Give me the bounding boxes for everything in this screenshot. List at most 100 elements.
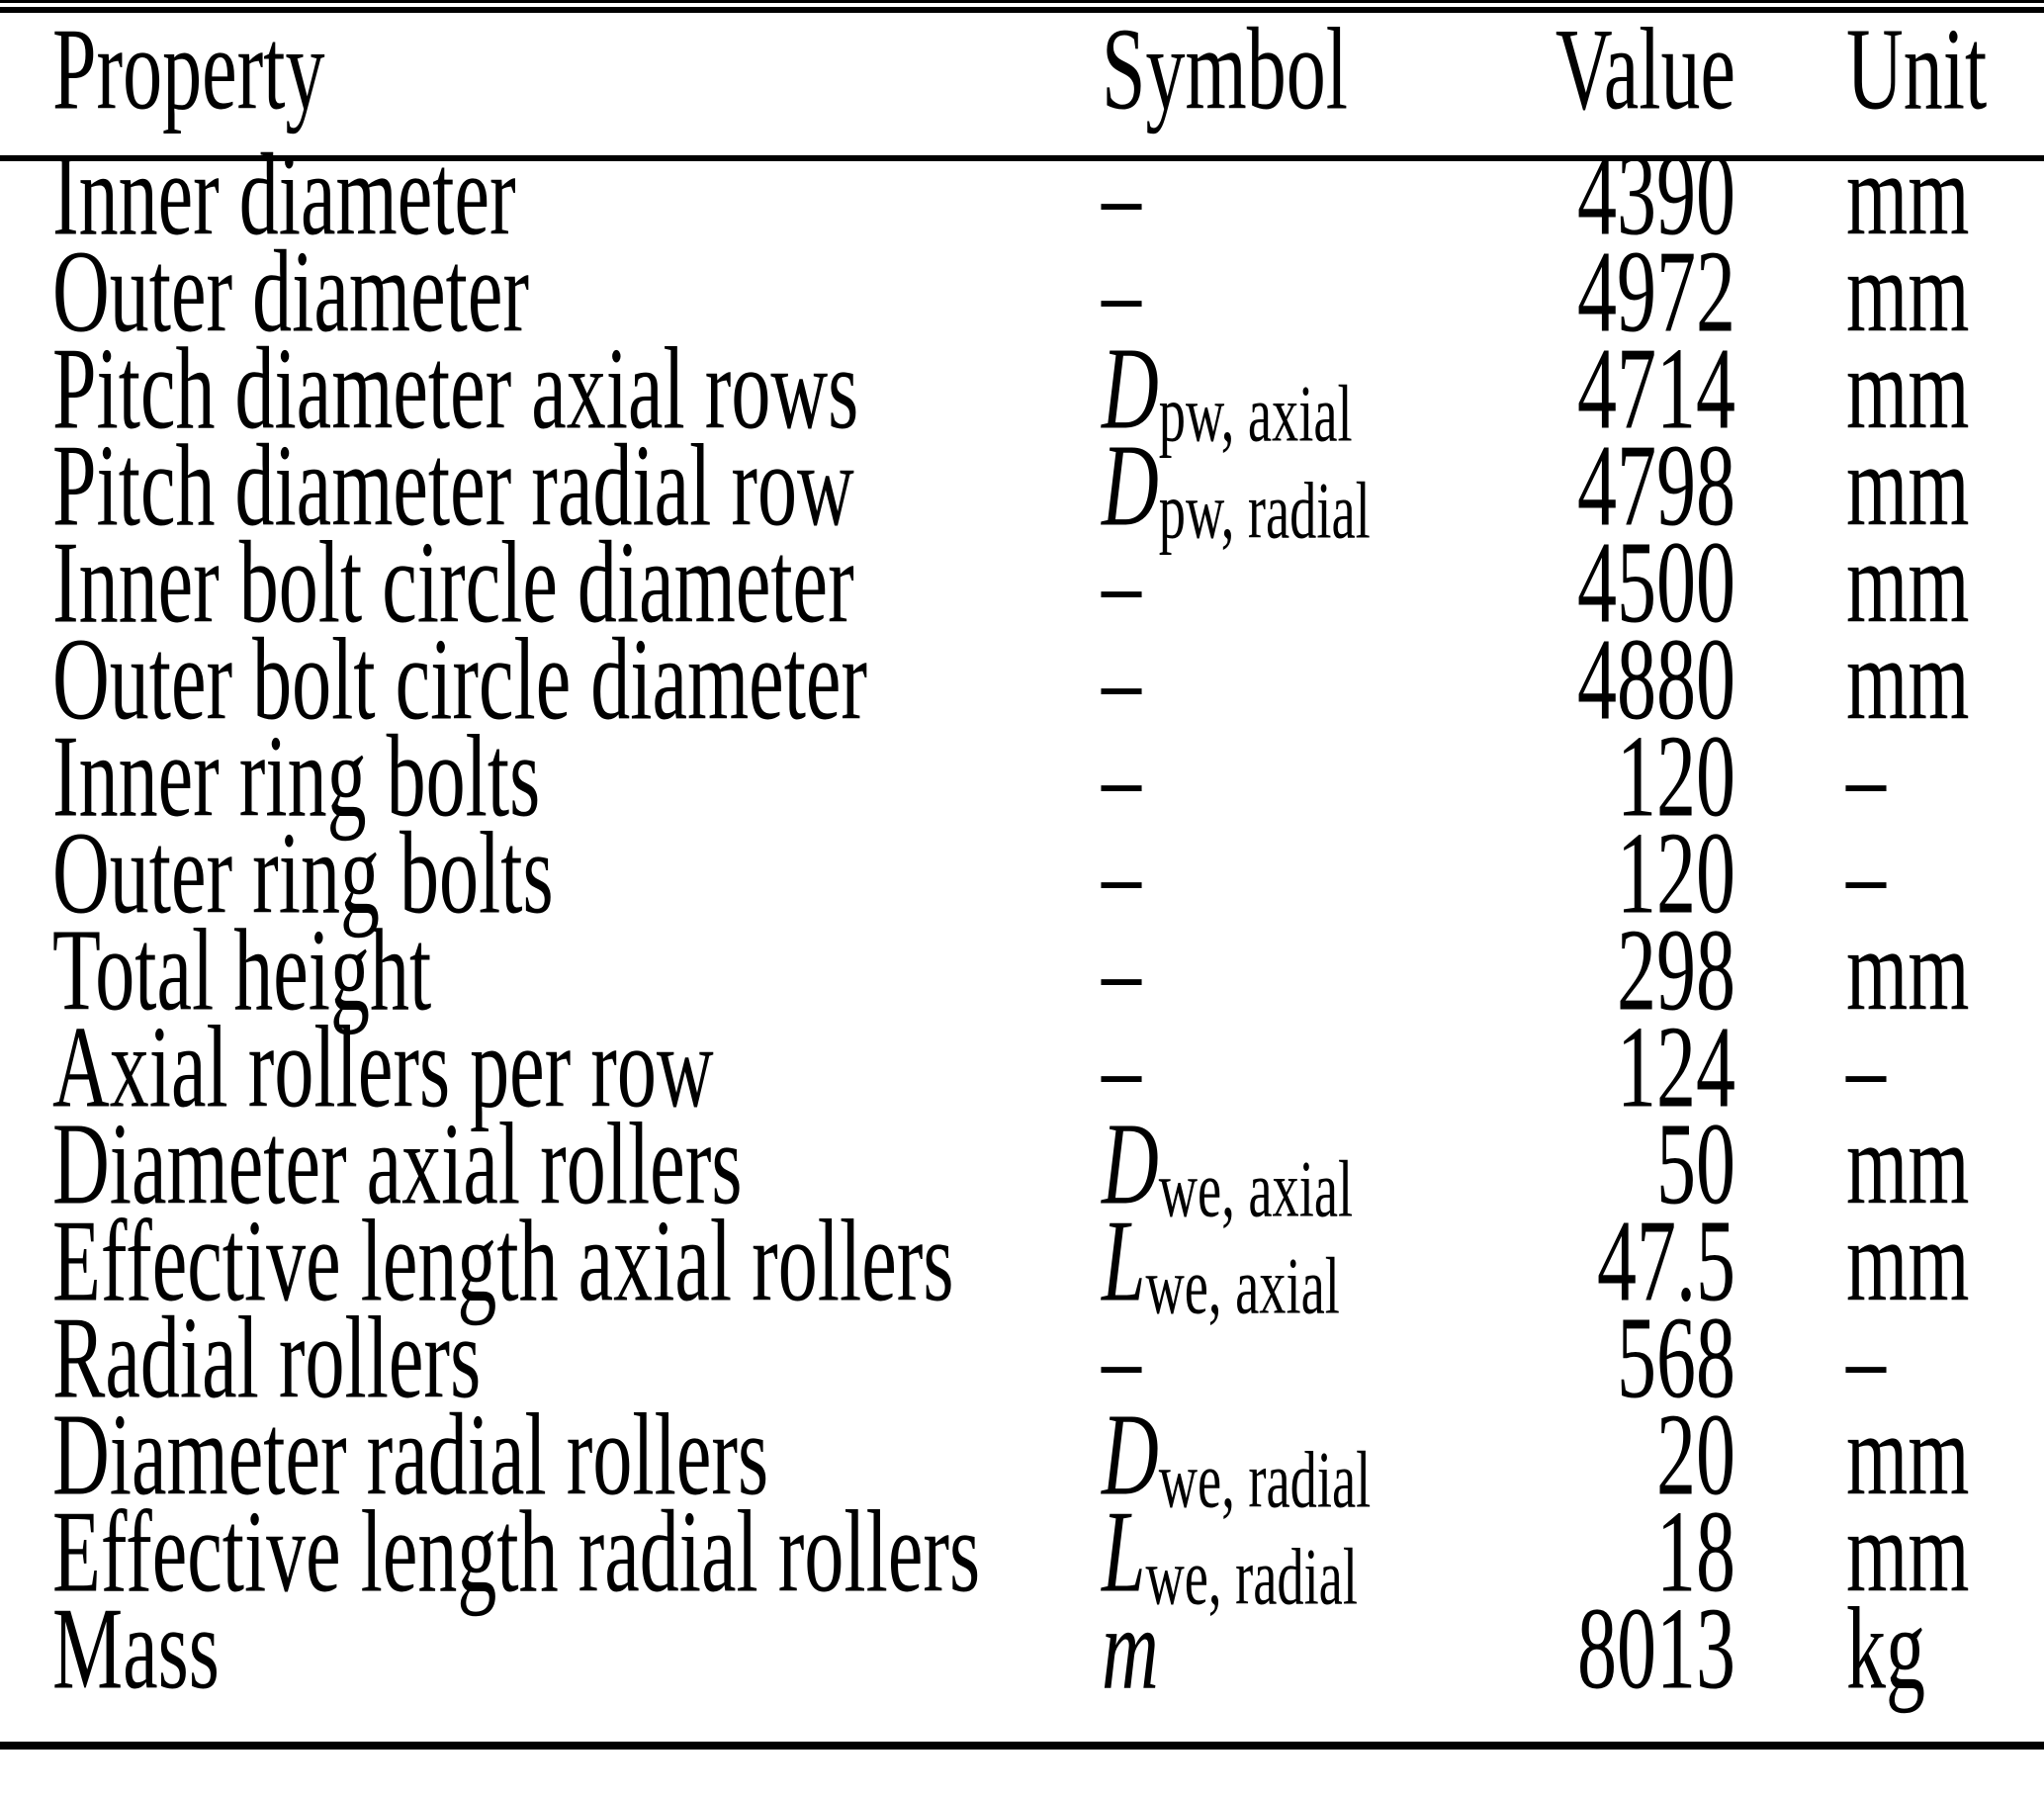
symbol-cell: m: [1102, 1584, 1543, 1750]
unit-cell: mm: [1735, 131, 2044, 260]
value-cell: 298: [1543, 906, 1735, 1035]
property-text: Pitch diameter radial row: [52, 421, 854, 552]
property-text: Outer bolt circle diameter: [52, 615, 868, 746]
property-cell: Axial rollers per row: [0, 1003, 1102, 1132]
symbol-cell: Lwe, radial: [1102, 1487, 1543, 1618]
value-cell: 568: [1543, 1294, 1735, 1423]
unit-text: mm: [1846, 1100, 1970, 1230]
unit-text: kg: [1846, 1584, 1925, 1715]
unit-text: mm: [1846, 518, 1970, 649]
unit-text: mm: [1846, 421, 1970, 552]
unit-cell: mm: [1735, 906, 2044, 1035]
symbol-text: Dwe, axial: [1102, 1093, 1353, 1237]
symbol-base: D: [1102, 1391, 1159, 1521]
property-text: Outer diameter: [52, 227, 529, 358]
value-text: 298: [1617, 906, 1735, 1036]
symbol-text: Dpw, radial: [1102, 414, 1371, 559]
value-cell: 124: [1543, 1003, 1735, 1132]
table-row: Total height – 298 mm: [0, 906, 2044, 1035]
unit-text: –: [1846, 809, 1886, 940]
column-header-value: Value: [1543, 5, 1735, 161]
unit-cell: –: [1735, 1294, 2044, 1423]
symbol-base: –: [1102, 906, 1141, 1036]
unit-text: mm: [1846, 615, 1970, 746]
symbol-base: –: [1102, 615, 1141, 746]
property-text: Axial rollers per row: [52, 1003, 714, 1133]
value-cell: 47.5: [1543, 1197, 1735, 1326]
symbol-cell: –: [1102, 906, 1543, 1035]
property-cell: Pitch diameter radial row: [0, 421, 1102, 551]
symbol-text: –: [1102, 705, 1141, 850]
symbol-base: L: [1102, 1197, 1146, 1327]
symbol-cell: Dpw, radial: [1102, 421, 1543, 552]
unit-text: mm: [1846, 1197, 1970, 1327]
symbol-text: Dwe, radial: [1102, 1384, 1371, 1528]
symbol-cell: Dwe, radial: [1102, 1391, 1543, 1521]
symbol-base: –: [1102, 131, 1141, 261]
unit-cell: mm: [1735, 421, 2044, 551]
value-cell: 120: [1543, 809, 1735, 939]
symbol-subscript: we, radial: [1145, 1533, 1358, 1622]
property-text: Total height: [52, 906, 432, 1036]
symbol-text: –: [1102, 608, 1141, 753]
symbol-subscript: we, axial: [1145, 1242, 1340, 1331]
table-row: Axial rollers per row – 124 –: [0, 1003, 2044, 1132]
value-cell: 4714: [1543, 324, 1735, 454]
unit-text: mm: [1846, 324, 1970, 455]
unit-text: –: [1846, 1003, 1886, 1133]
value-text: 4500: [1577, 518, 1735, 649]
column-header-property-text: Property: [52, 5, 325, 135]
symbol-text: –: [1102, 802, 1141, 946]
table-row: Outer diameter – 4972 mm: [0, 227, 2044, 357]
property-cell: Outer diameter: [0, 227, 1102, 357]
symbol-base: D: [1102, 324, 1159, 455]
table-row: Radial rollers – 568 –: [0, 1294, 2044, 1423]
table-row: Inner ring bolts – 120 –: [0, 712, 2044, 842]
column-header-unit-text: Unit: [1846, 5, 1988, 135]
unit-cell: –: [1735, 1003, 2044, 1132]
header-row: Property Symbol Value Unit: [0, 5, 2044, 161]
value-text: 47.5: [1597, 1197, 1735, 1327]
property-text: Outer ring bolts: [52, 809, 554, 940]
unit-cell: mm: [1735, 1391, 2044, 1520]
property-cell: Inner diameter: [0, 131, 1102, 260]
table-row: Diameter radial rollers Dwe, radial 20 m…: [0, 1391, 2044, 1521]
symbol-base: –: [1102, 809, 1141, 940]
unit-text: mm: [1846, 906, 1970, 1036]
value-text: 4972: [1577, 227, 1735, 358]
unit-cell: mm: [1735, 1197, 2044, 1326]
table-row: Outer bolt circle diameter – 4880 mm: [0, 615, 2044, 745]
value-cell: 18: [1543, 1487, 1735, 1617]
value-text: 568: [1617, 1294, 1735, 1424]
value-text: 8013: [1577, 1584, 1735, 1715]
value-text: 4390: [1577, 131, 1735, 261]
value-text: 120: [1617, 712, 1735, 843]
symbol-base: –: [1102, 1003, 1141, 1133]
property-text: Diameter axial rollers: [52, 1100, 743, 1230]
property-cell: Effective length axial rollers: [0, 1197, 1102, 1326]
property-text: Radial rollers: [52, 1294, 482, 1424]
property-cell: Outer ring bolts: [0, 809, 1102, 939]
table-row: Pitch diameter axial rows Dpw, axial 471…: [0, 324, 2044, 455]
symbol-cell: –: [1102, 518, 1543, 648]
table-header: Property Symbol Value Unit: [0, 5, 2044, 161]
unit-cell: kg: [1735, 1584, 2044, 1750]
table-row: Pitch diameter radial row Dpw, radial 47…: [0, 421, 2044, 552]
symbol-text: –: [1102, 511, 1141, 656]
property-cell: Pitch diameter axial rows: [0, 324, 1102, 454]
symbol-cell: Dpw, axial: [1102, 324, 1543, 455]
value-text: 4798: [1577, 421, 1735, 552]
unit-text: mm: [1846, 131, 1970, 261]
symbol-subscript: we, radial: [1158, 1436, 1372, 1525]
property-cell: Inner ring bolts: [0, 712, 1102, 842]
symbol-subscript: pw, radial: [1158, 467, 1371, 556]
symbol-cell: Dwe, axial: [1102, 1100, 1543, 1230]
value-cell: 50: [1543, 1100, 1735, 1229]
property-text: Diameter radial rollers: [52, 1391, 769, 1521]
column-header-unit: Unit: [1735, 5, 2044, 161]
value-cell: 4972: [1543, 227, 1735, 357]
unit-cell: –: [1735, 809, 2044, 939]
property-cell: Inner bolt circle diameter: [0, 518, 1102, 648]
unit-cell: mm: [1735, 615, 2044, 745]
property-text: Effective length axial rollers: [52, 1197, 954, 1327]
